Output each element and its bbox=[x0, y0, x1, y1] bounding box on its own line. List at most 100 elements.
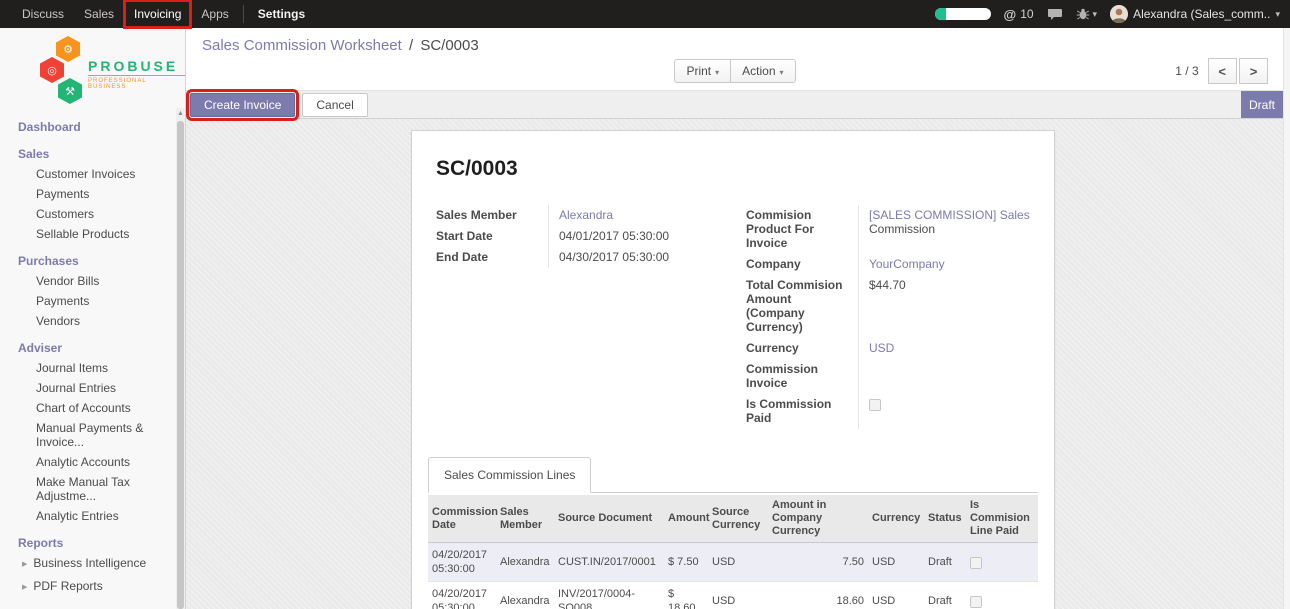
sidebar-item-customers[interactable]: Customers bbox=[0, 204, 185, 224]
col-source-document: Source Document bbox=[554, 495, 664, 543]
control-panel: Sales Commission Worksheet / SC/0003 Pri… bbox=[186, 28, 1290, 90]
tab-sales-commission-lines[interactable]: Sales Commission Lines bbox=[428, 457, 591, 493]
sidebar-item-customer-invoices[interactable]: Customer Invoices bbox=[0, 164, 185, 184]
sidebar-item-journal-items[interactable]: Journal Items bbox=[0, 358, 185, 378]
pager-previous-button[interactable]: < bbox=[1208, 58, 1237, 84]
line-paid-checkbox[interactable] bbox=[970, 596, 982, 608]
topbar-right: @ 10 ▾ Alexandra (Sales_comm.. ▾ bbox=[935, 5, 1281, 23]
sales-member-value[interactable]: Alexandra bbox=[559, 208, 613, 222]
activities-count: 10 bbox=[1020, 7, 1033, 21]
breadcrumb-parent[interactable]: Sales Commission Worksheet bbox=[202, 37, 402, 54]
form-group-right: Commision Product For Invoice [SALES COM… bbox=[746, 205, 1030, 429]
sidebar-item-vendors[interactable]: Vendors bbox=[0, 311, 185, 331]
sidebar-item-pdf-reports[interactable]: PDF Reports bbox=[0, 576, 185, 599]
sidebar-item-business-intelligence[interactable]: Business Intelligence bbox=[0, 553, 185, 576]
trial-progress-pill[interactable] bbox=[935, 8, 991, 20]
cancel-button[interactable]: Cancel bbox=[302, 93, 367, 117]
commission-product-value: [SALES COMMISSION] Sales Commission bbox=[858, 205, 1030, 254]
total-commission-label: Total Commision Amount (Company Currency… bbox=[746, 275, 858, 338]
form-fields: Sales Member Alexandra Start Date 04/01/… bbox=[436, 205, 1030, 429]
messages-button[interactable] bbox=[1047, 8, 1063, 21]
logo-tools-icon: ⚒ bbox=[58, 78, 82, 104]
scrollbar-up-icon[interactable]: ▲ bbox=[176, 108, 185, 117]
is-commission-paid-label: Is Commission Paid bbox=[746, 394, 858, 429]
end-date-label: End Date bbox=[436, 247, 548, 268]
col-source-currency: Source Currency bbox=[708, 495, 768, 543]
total-commission-value: $44.70 bbox=[858, 275, 1030, 338]
logo-magnifier-icon: ◎ bbox=[40, 57, 64, 83]
status-badge-draft: Draft bbox=[1241, 91, 1283, 118]
user-menu[interactable]: Alexandra (Sales_comm.. ▾ bbox=[1110, 5, 1280, 23]
currency-value[interactable]: USD bbox=[869, 341, 894, 355]
form-group-left: Sales Member Alexandra Start Date 04/01/… bbox=[436, 205, 720, 429]
top-menu-apps[interactable]: Apps bbox=[191, 0, 238, 28]
sidebar-item-journal-entries[interactable]: Journal Entries bbox=[0, 378, 185, 398]
col-is-commission-line-paid: Is Commision Line Paid bbox=[966, 495, 1038, 543]
commission-product-link[interactable]: [SALES COMMISSION] Sales bbox=[869, 208, 1030, 222]
topbar-divider bbox=[243, 5, 244, 23]
sidebar-item-dashboard[interactable]: Dashboard bbox=[0, 117, 185, 137]
create-invoice-button[interactable]: Create Invoice bbox=[190, 93, 295, 117]
commission-product-label: Commision Product For Invoice bbox=[746, 205, 858, 254]
breadcrumb-separator: / bbox=[409, 37, 413, 54]
sidebar-item-chart-of-accounts[interactable]: Chart of Accounts bbox=[0, 398, 185, 418]
pager-next-button[interactable]: > bbox=[1239, 58, 1268, 84]
sidebar-section-adviser[interactable]: Adviser bbox=[0, 338, 185, 358]
logo-gear-icon: ⚙ bbox=[56, 36, 80, 62]
sidebar-item-manual-tax-adjustment[interactable]: Make Manual Tax Adjustme... bbox=[0, 472, 185, 506]
col-amount: Amount bbox=[664, 495, 708, 543]
breadcrumb: Sales Commission Worksheet / SC/0003 bbox=[202, 37, 1268, 54]
sidebar-scrollbar-thumb[interactable] bbox=[177, 121, 184, 609]
form-sheet: SC/0003 Sales Member Alexandra Start Dat… bbox=[411, 130, 1055, 609]
end-date-value: 04/30/2017 05:30:00 bbox=[548, 247, 720, 268]
company-value[interactable]: YourCompany bbox=[869, 257, 945, 271]
action-button[interactable]: Action▾ bbox=[730, 59, 795, 83]
record-title: SC/0003 bbox=[436, 157, 1038, 181]
col-currency: Currency bbox=[868, 495, 924, 543]
debug-menu[interactable]: ▾ bbox=[1076, 8, 1098, 21]
sidebar-section-reports[interactable]: Reports bbox=[0, 533, 185, 553]
breadcrumb-current: SC/0003 bbox=[420, 37, 478, 54]
content-background: SC/0003 Sales Member Alexandra Start Dat… bbox=[186, 119, 1290, 609]
is-commission-paid-checkbox[interactable] bbox=[869, 399, 881, 411]
top-menu-discuss[interactable]: Discuss bbox=[12, 0, 74, 28]
sidebar-item-manual-payments-invoice[interactable]: Manual Payments & Invoice... bbox=[0, 418, 185, 452]
col-status: Status bbox=[924, 495, 966, 543]
print-button[interactable]: Print▾ bbox=[674, 59, 731, 83]
pager: 1 / 3 < > bbox=[1175, 57, 1268, 85]
chat-bubble-icon bbox=[1047, 8, 1063, 21]
table-row[interactable]: 04/20/2017 05:30:00 Alexandra INV/2017/0… bbox=[428, 582, 1038, 609]
sidebar-item-sellable-products[interactable]: Sellable Products bbox=[0, 224, 185, 244]
sidebar-section-sales[interactable]: Sales bbox=[0, 144, 185, 164]
sidebar-scrollbar[interactable]: ▲ bbox=[176, 108, 185, 609]
table-row[interactable]: 04/20/2017 05:30:00 Alexandra CUST.IN/20… bbox=[428, 543, 1038, 582]
col-sales-member: Sales Member bbox=[496, 495, 554, 543]
sales-member-label: Sales Member bbox=[436, 205, 548, 226]
user-caret-icon: ▾ bbox=[1275, 9, 1280, 20]
top-menu-bar: Discuss Sales Invoicing Apps Settings bbox=[12, 0, 315, 28]
sidebar-item-vendor-bills[interactable]: Vendor Bills bbox=[0, 271, 185, 291]
sidebar-section-purchases[interactable]: Purchases bbox=[0, 251, 185, 271]
line-paid-checkbox[interactable] bbox=[970, 557, 982, 569]
action-caret-icon: ▾ bbox=[780, 68, 784, 77]
top-menu-settings[interactable]: Settings bbox=[248, 0, 315, 28]
main-area: Sales Commission Worksheet / SC/0003 Pri… bbox=[186, 28, 1290, 609]
notebook-tabs: Sales Commission Lines bbox=[428, 455, 1038, 493]
table-header-row: Commission Date Sales Member Source Docu… bbox=[428, 495, 1038, 543]
main-scrollbar[interactable] bbox=[1283, 28, 1290, 609]
activities-menu[interactable]: @ 10 bbox=[1004, 7, 1034, 22]
debug-caret-icon: ▾ bbox=[1093, 9, 1098, 20]
sidebar: ⚙ ◎ ⚒ PROBUSE PROFESSIONAL BUSINESS Dash… bbox=[0, 28, 186, 609]
topbar: Discuss Sales Invoicing Apps Settings @ … bbox=[0, 0, 1290, 28]
logo-subtitle: PROFESSIONAL BUSINESS bbox=[88, 78, 185, 90]
top-menu-invoicing[interactable]: Invoicing bbox=[124, 0, 191, 28]
sidebar-item-analytic-accounts[interactable]: Analytic Accounts bbox=[0, 452, 185, 472]
cp-button-group: Print▾ Action▾ bbox=[674, 59, 795, 83]
user-name: Alexandra (Sales_comm.. bbox=[1133, 7, 1270, 21]
sidebar-item-payments-sales[interactable]: Payments bbox=[0, 184, 185, 204]
start-date-label: Start Date bbox=[436, 226, 548, 247]
activities-at-icon: @ bbox=[1004, 7, 1017, 22]
top-menu-sales[interactable]: Sales bbox=[74, 0, 124, 28]
sidebar-item-payments-purchases[interactable]: Payments bbox=[0, 291, 185, 311]
sidebar-item-analytic-entries[interactable]: Analytic Entries bbox=[0, 506, 185, 526]
